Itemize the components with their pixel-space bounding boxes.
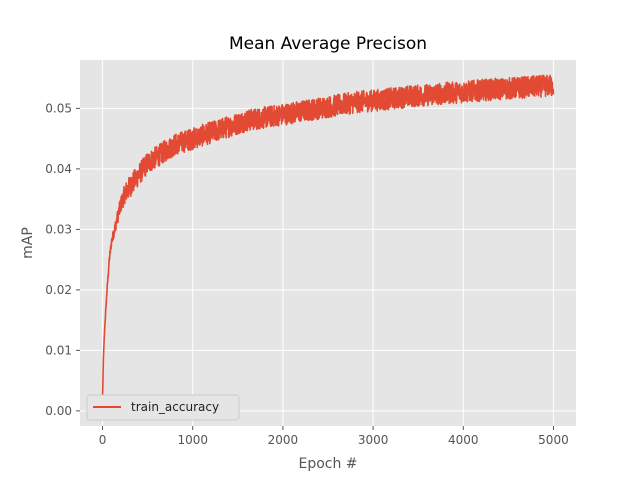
plot-area <box>80 60 576 426</box>
x-tick-label: 3000 <box>358 433 389 447</box>
x-tick-label: 2000 <box>268 433 299 447</box>
series-layer <box>101 74 555 399</box>
x-tick-label: 0 <box>99 433 107 447</box>
y-tick-label: 0.04 <box>45 162 72 176</box>
x-tick-label: 4000 <box>448 433 479 447</box>
chart-title: Mean Average Precison <box>229 34 427 54</box>
x-tick-label: 1000 <box>177 433 208 447</box>
series-line-train-accuracy <box>101 74 555 399</box>
y-tick-label: 0.03 <box>45 222 72 236</box>
y-tick-label: 0.02 <box>45 283 72 297</box>
tick-layer: 0 1000 2000 3000 4000 5000 0.00 0.01 0.02 0.03 0.0… <box>45 101 568 447</box>
y-axis-title: mAP <box>20 227 36 259</box>
x-axis-title: Epoch # <box>298 456 357 472</box>
x-tick-label: 5000 <box>538 433 569 447</box>
y-tick-label: 0.00 <box>45 404 72 418</box>
legend-box <box>86 394 240 421</box>
legend-label-train-accuracy: train_accuracy <box>131 400 219 414</box>
legend: train_accuracy <box>86 394 240 421</box>
y-tick-label: 0.01 <box>45 343 72 357</box>
y-tick-label: 0.05 <box>45 101 72 115</box>
